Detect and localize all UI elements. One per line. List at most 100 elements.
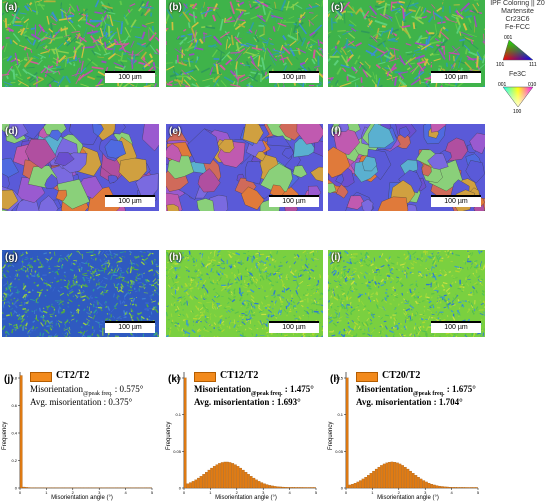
histogram-bar <box>467 487 470 489</box>
y-tick-label: 0.6 <box>11 403 17 408</box>
histogram-bar <box>427 483 431 489</box>
histogram-bar <box>300 487 303 489</box>
histogram-bar <box>210 467 213 489</box>
histogram-bar <box>252 477 256 489</box>
legend-phase-fefcc: Fe-FCC <box>505 24 530 31</box>
histogram-bar <box>411 473 415 489</box>
y-axis-label: Frequency <box>2 421 8 450</box>
histogram-bar <box>202 474 206 489</box>
histogram-bar <box>305 487 308 489</box>
histogram-bar <box>435 485 439 489</box>
x-axis-label: Misorientation angle (°) <box>377 495 439 501</box>
y-tick-label: 0 <box>15 486 18 491</box>
scale-bar: 100 µm <box>269 71 319 83</box>
histogram-bar <box>345 377 349 489</box>
histogram-bar <box>409 470 412 489</box>
histogram-bar <box>249 476 253 489</box>
histogram-bar <box>406 468 410 489</box>
histogram-bar <box>194 479 198 489</box>
histogram-bar <box>25 487 28 489</box>
kam-map-i: (i) 100 µm <box>328 250 485 337</box>
histogram-bar <box>390 461 394 489</box>
histogram-bar <box>430 483 434 489</box>
y-axis-label: Frequency <box>166 421 172 450</box>
histogram-bar <box>271 485 274 489</box>
histogram-bar <box>183 377 187 489</box>
sample-legend-swatch <box>194 372 216 382</box>
y-tick-label: 0.1 <box>337 412 343 417</box>
histogram-bar <box>278 486 282 489</box>
kam-map-g: (g) 100 µm <box>2 250 159 337</box>
x-tick-label: 1 <box>45 490 48 495</box>
scale-bar: 100 µm <box>269 321 319 333</box>
histogram-bar <box>353 483 357 489</box>
histogram-bar <box>212 466 216 489</box>
histogram-bar <box>307 487 311 489</box>
tri-tick-111: 111 <box>529 62 537 68</box>
x-tick-label: 2 <box>236 490 239 495</box>
y-tick-label: 0.8 <box>11 376 17 381</box>
histogram-bar <box>401 465 404 489</box>
histogram-bar <box>396 462 399 489</box>
x-tick-label: 2 <box>72 490 75 495</box>
histogram-bar <box>186 483 190 489</box>
scale-bar: 100 µm <box>431 71 481 83</box>
histogram-bar <box>247 474 250 489</box>
histogram-bar <box>374 468 378 489</box>
histogram-bar <box>302 487 306 489</box>
histogram-bar <box>385 462 389 489</box>
histogram-bar <box>215 464 219 489</box>
histogram-bar <box>234 464 237 489</box>
x-tick-label: 4 <box>288 490 291 495</box>
histogram-bar <box>273 486 277 489</box>
histogram-bar <box>469 487 473 489</box>
fe3c-color-key-icon: 001 010 100 <box>498 82 537 113</box>
histogram-bar <box>189 482 192 489</box>
histogram-bar <box>205 471 208 489</box>
peak-misorientation: Misorientation@peak freq. : 1.675° <box>356 384 476 397</box>
histogram-bar <box>22 486 26 489</box>
histogram-bar <box>369 473 373 489</box>
sample-legend-swatch <box>356 372 378 382</box>
scale-bar: 100 µm <box>431 195 481 207</box>
histogram-bar <box>228 462 232 489</box>
histogram-bar <box>268 485 272 489</box>
x-tick-label: 3 <box>424 490 427 495</box>
sample-name: CT12/T2 <box>220 370 259 381</box>
histogram-bar <box>433 484 436 489</box>
histogram-l: 0 0.05 0.1 0.15 0 1 2 3 4 5 (l) CT20/T2 Misorientati… <box>328 368 488 501</box>
histogram-bar <box>403 466 407 489</box>
histogram-bar <box>281 486 285 489</box>
peak-misorientation: Misorientation@peak freq. : 0.575° <box>30 384 144 397</box>
histogram-bar <box>27 487 31 489</box>
legend-phase-martensite: Martensite <box>501 8 534 15</box>
panel-label: (d) <box>5 126 18 137</box>
histogram-bar <box>414 475 418 489</box>
legend-phase-cr23c6: Cr23C6 <box>505 16 530 23</box>
histogram-bar <box>419 478 423 489</box>
histogram-bar <box>294 487 298 489</box>
x-tick-label: 3 <box>98 490 101 495</box>
histogram-bar <box>372 470 375 489</box>
scale-bar: 100 µm <box>105 71 155 83</box>
histogram-bar <box>425 481 428 489</box>
y-tick-label: 0.15 <box>335 376 344 381</box>
x-tick-label: 0 <box>19 490 22 495</box>
ipf-map-c: (c) 100 µm <box>328 0 485 87</box>
panel-label: (l) <box>330 374 340 385</box>
x-tick-label: 1 <box>371 490 374 495</box>
panel-label: (f) <box>331 126 341 137</box>
panel-label: (a) <box>5 2 18 13</box>
histogram-bar <box>297 487 301 489</box>
histogram-bar <box>313 487 316 489</box>
panel-label: (j) <box>4 374 14 385</box>
histogram-bar <box>263 483 266 489</box>
histogram-bar <box>310 487 314 489</box>
histogram-bar <box>226 461 229 489</box>
histogram-bar <box>398 463 402 489</box>
histogram-bar <box>223 461 227 489</box>
x-tick-label: 1 <box>209 490 212 495</box>
histogram-bar <box>348 484 352 489</box>
y-tick-label: 0.4 <box>11 431 17 436</box>
fe3c-tick-010: 010 <box>528 82 537 88</box>
